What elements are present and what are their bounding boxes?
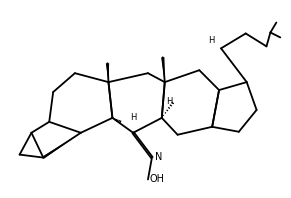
Text: H: H bbox=[166, 97, 173, 107]
Polygon shape bbox=[161, 57, 165, 82]
Text: H: H bbox=[208, 36, 214, 45]
Text: OH: OH bbox=[150, 174, 164, 184]
Text: N: N bbox=[155, 152, 162, 162]
Text: H: H bbox=[130, 113, 136, 122]
Polygon shape bbox=[106, 63, 109, 82]
Polygon shape bbox=[42, 133, 81, 159]
